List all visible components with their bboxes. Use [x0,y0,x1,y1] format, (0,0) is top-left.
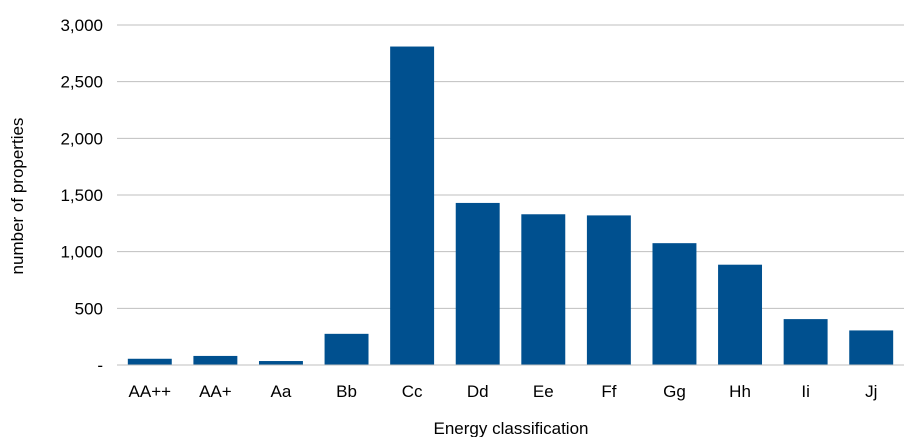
y-tick-label: 500 [75,299,103,318]
y-tick-label: 1,000 [60,243,103,262]
bar-aaplus [193,355,238,365]
bar-aaplusplus [127,358,172,365]
bar-dd [455,202,500,365]
bars [127,46,894,366]
x-tick-labels: AA++ AA+ Aa Bb Cc Dd Ee Ff Gg Hh Ii Jj [129,382,878,401]
y-axis-title: number of properties [8,118,27,275]
x-tick-label: AA+ [199,382,232,401]
bar-aa [258,361,303,365]
x-tick-label: Ee [533,382,554,401]
x-axis-title: Energy classification [434,419,589,437]
y-tick-label: 2,000 [60,129,103,148]
bar-ii [783,319,828,365]
y-tick-labels: - 500 1,000 1,500 2,000 2,500 3,000 [60,16,103,375]
y-tick-label: 3,000 [60,16,103,35]
x-tick-label: Jj [865,382,877,401]
x-tick-label: Bb [336,382,357,401]
x-tick-label: AA++ [129,382,172,401]
bar-hh [718,264,763,365]
x-tick-label: Ii [801,382,810,401]
x-tick-label: Aa [271,382,292,401]
y-tick-label: 1,500 [60,186,103,205]
x-tick-label: Hh [729,382,751,401]
bar-jj [849,330,894,365]
bar-bb [324,333,369,365]
y-tick-label: - [97,356,103,375]
bar-ee [521,214,566,365]
x-tick-label: Gg [663,382,686,401]
x-tick-label: Dd [467,382,489,401]
bar-ff [586,215,631,365]
gridlines [117,24,904,309]
y-tick-label: 2,500 [60,73,103,92]
x-tick-label: Cc [402,382,423,401]
bar-gg [652,243,697,365]
x-tick-label: Ff [601,382,616,401]
bar-cc [390,46,435,366]
